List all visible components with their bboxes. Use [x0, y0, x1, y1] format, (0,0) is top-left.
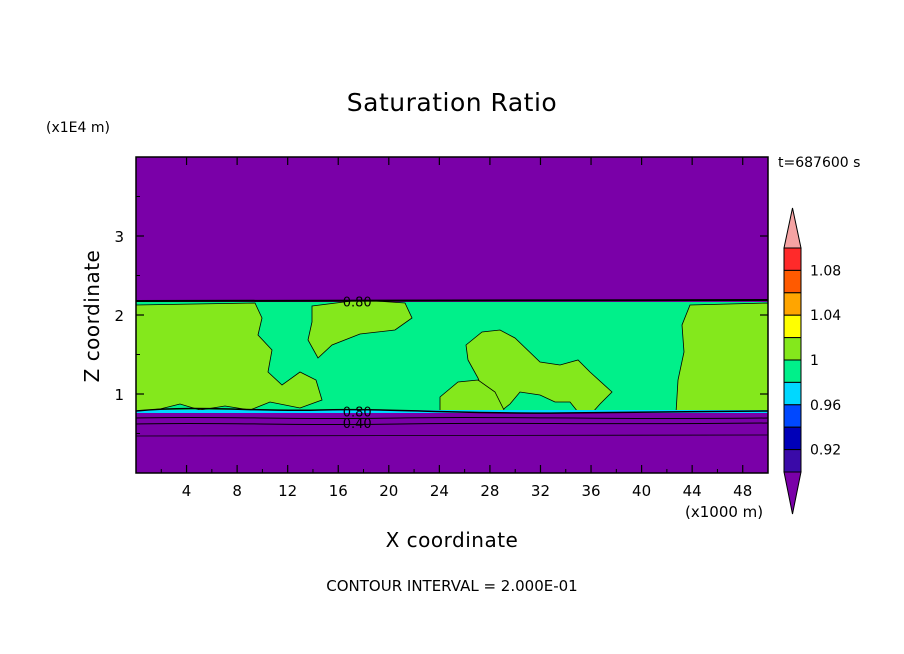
- x-axis-label: X coordinate: [385, 528, 519, 552]
- colorbar-box: [783, 404, 802, 428]
- colorbar-box: [783, 426, 802, 451]
- x-tick-label: 24: [430, 482, 449, 500]
- chart-title: Saturation Ratio: [346, 88, 558, 117]
- colorbar-top-arrow: [783, 207, 802, 249]
- contour-line-top: [135, 299, 769, 302]
- colorbar-box: [783, 359, 802, 383]
- colorbar-label: 0.92: [810, 443, 841, 459]
- colorbar-box: [783, 381, 802, 406]
- x-tick-label: 28: [480, 482, 499, 500]
- x-tick-label: 44: [683, 482, 702, 500]
- contour-label: 0.40: [343, 417, 372, 432]
- x-tick-label: 8: [232, 482, 242, 500]
- contour-field: [135, 157, 769, 473]
- colorbar: 0.92 0.96 1 1.04 1.08: [783, 207, 841, 515]
- y-axis-unit: (x1E4 m): [46, 120, 110, 136]
- contour-line-080-lower: [135, 407, 769, 414]
- y-tick-label: 1: [114, 386, 124, 404]
- colorbar-bottom-arrow: [783, 471, 802, 515]
- colorbar-label: 0.96: [810, 398, 841, 414]
- y-axis-label: Z coordinate: [80, 249, 104, 383]
- contour-line-lower-b: [135, 434, 769, 437]
- colorbar-box: [783, 247, 802, 271]
- x-tick-label: 40: [632, 482, 651, 500]
- field-supersaturated-left: [135, 302, 323, 412]
- x-tick-label: 32: [531, 482, 550, 500]
- colorbar-box: [783, 337, 802, 361]
- colorbar-box: [783, 269, 802, 294]
- y-axis-ticks: 1 2 3: [114, 196, 768, 434]
- x-tick-label: 20: [379, 482, 398, 500]
- contour-labels: 0.800.800.40: [343, 296, 372, 433]
- contour-interval-note: CONTOUR INTERVAL = 2.000E-01: [326, 577, 578, 595]
- x-tick-label: 48: [733, 482, 752, 500]
- x-axis-ticks: 4 8 12 16 20 24 28 32 36 40 44 48: [160, 157, 752, 500]
- field-lower-dry-region: [136, 413, 768, 473]
- y-tick-label: 2: [114, 307, 124, 325]
- x-tick-label: 4: [182, 482, 192, 500]
- x-tick-label: 12: [278, 482, 297, 500]
- contour-label: 0.80: [343, 405, 372, 420]
- colorbar-label: 1.04: [810, 308, 841, 324]
- colorbar-box: [783, 292, 802, 316]
- y-tick-label: 3: [114, 228, 124, 246]
- colorbar-label: 1: [810, 353, 819, 369]
- colorbar-label: 1.08: [810, 263, 841, 279]
- colorbar-box: [783, 449, 802, 473]
- field-supersaturated-right: [675, 302, 769, 414]
- contour-label: 0.80: [343, 296, 372, 311]
- time-label: t=687600 s: [778, 155, 861, 171]
- x-tick-label: 36: [581, 482, 600, 500]
- contour-line-040: [135, 422, 769, 426]
- x-tick-label: 16: [329, 482, 348, 500]
- x-axis-unit: (x1000 m): [685, 503, 764, 521]
- field-supersaturated-center: [307, 299, 413, 359]
- contour-line-lower-a: [135, 416, 769, 420]
- colorbar-box: [783, 314, 802, 339]
